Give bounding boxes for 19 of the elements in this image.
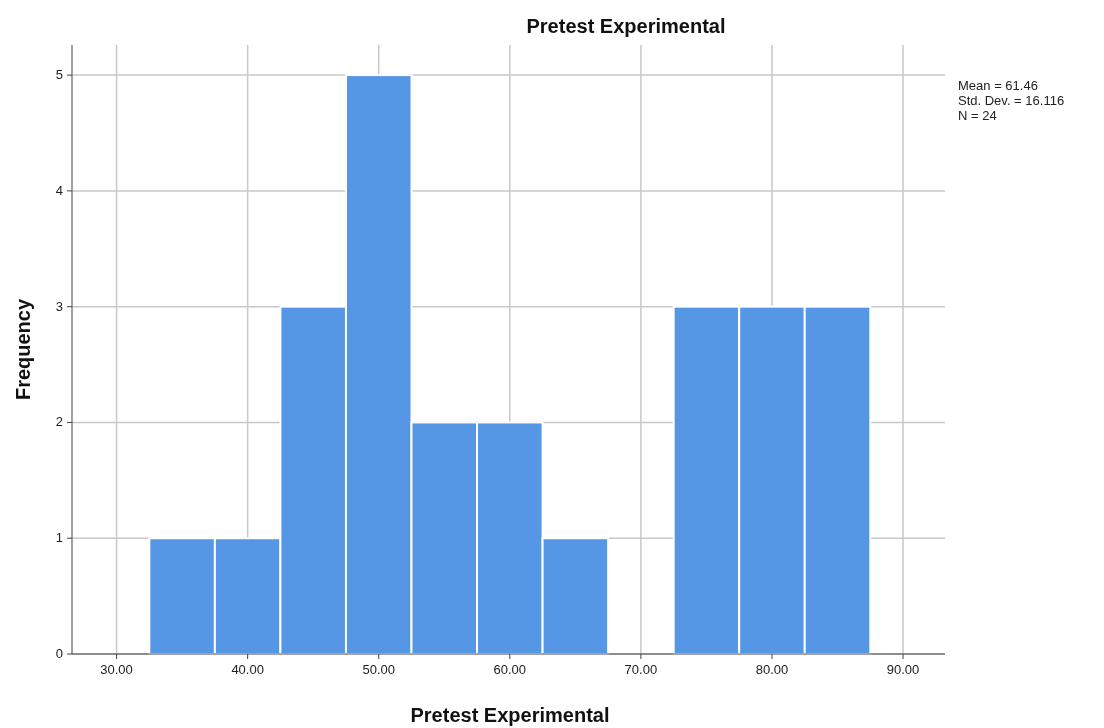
y-tick-label: 3 [55, 298, 63, 314]
text: N = 24 [958, 108, 997, 123]
text: Mean = 61.46 [958, 78, 1038, 93]
x-axis-title: Pretest Experimental [410, 704, 610, 726]
text: Std. Dev. = 16.116 [958, 93, 1065, 108]
x-tick-label: 90.00 [886, 662, 920, 677]
x-tick-label: 30.00 [100, 662, 133, 677]
y-tick-label: 0 [55, 646, 63, 661]
x-tick-label: 70.00 [624, 662, 658, 677]
y-axis-title: Frequency [12, 298, 34, 401]
x-tick-label: 50.00 [362, 662, 395, 677]
y-tick-label: 5 [55, 67, 63, 83]
y-tick-label: 1 [55, 530, 63, 546]
chart-title: Pretest Experimental [526, 15, 726, 37]
x-tick-label: 40.00 [231, 662, 264, 677]
y-tick-label: 2 [55, 414, 63, 430]
y-tick-label: 4 [55, 182, 63, 198]
x-tick-label: 80.00 [755, 662, 789, 677]
x-tick-label: 60.00 [493, 662, 527, 677]
